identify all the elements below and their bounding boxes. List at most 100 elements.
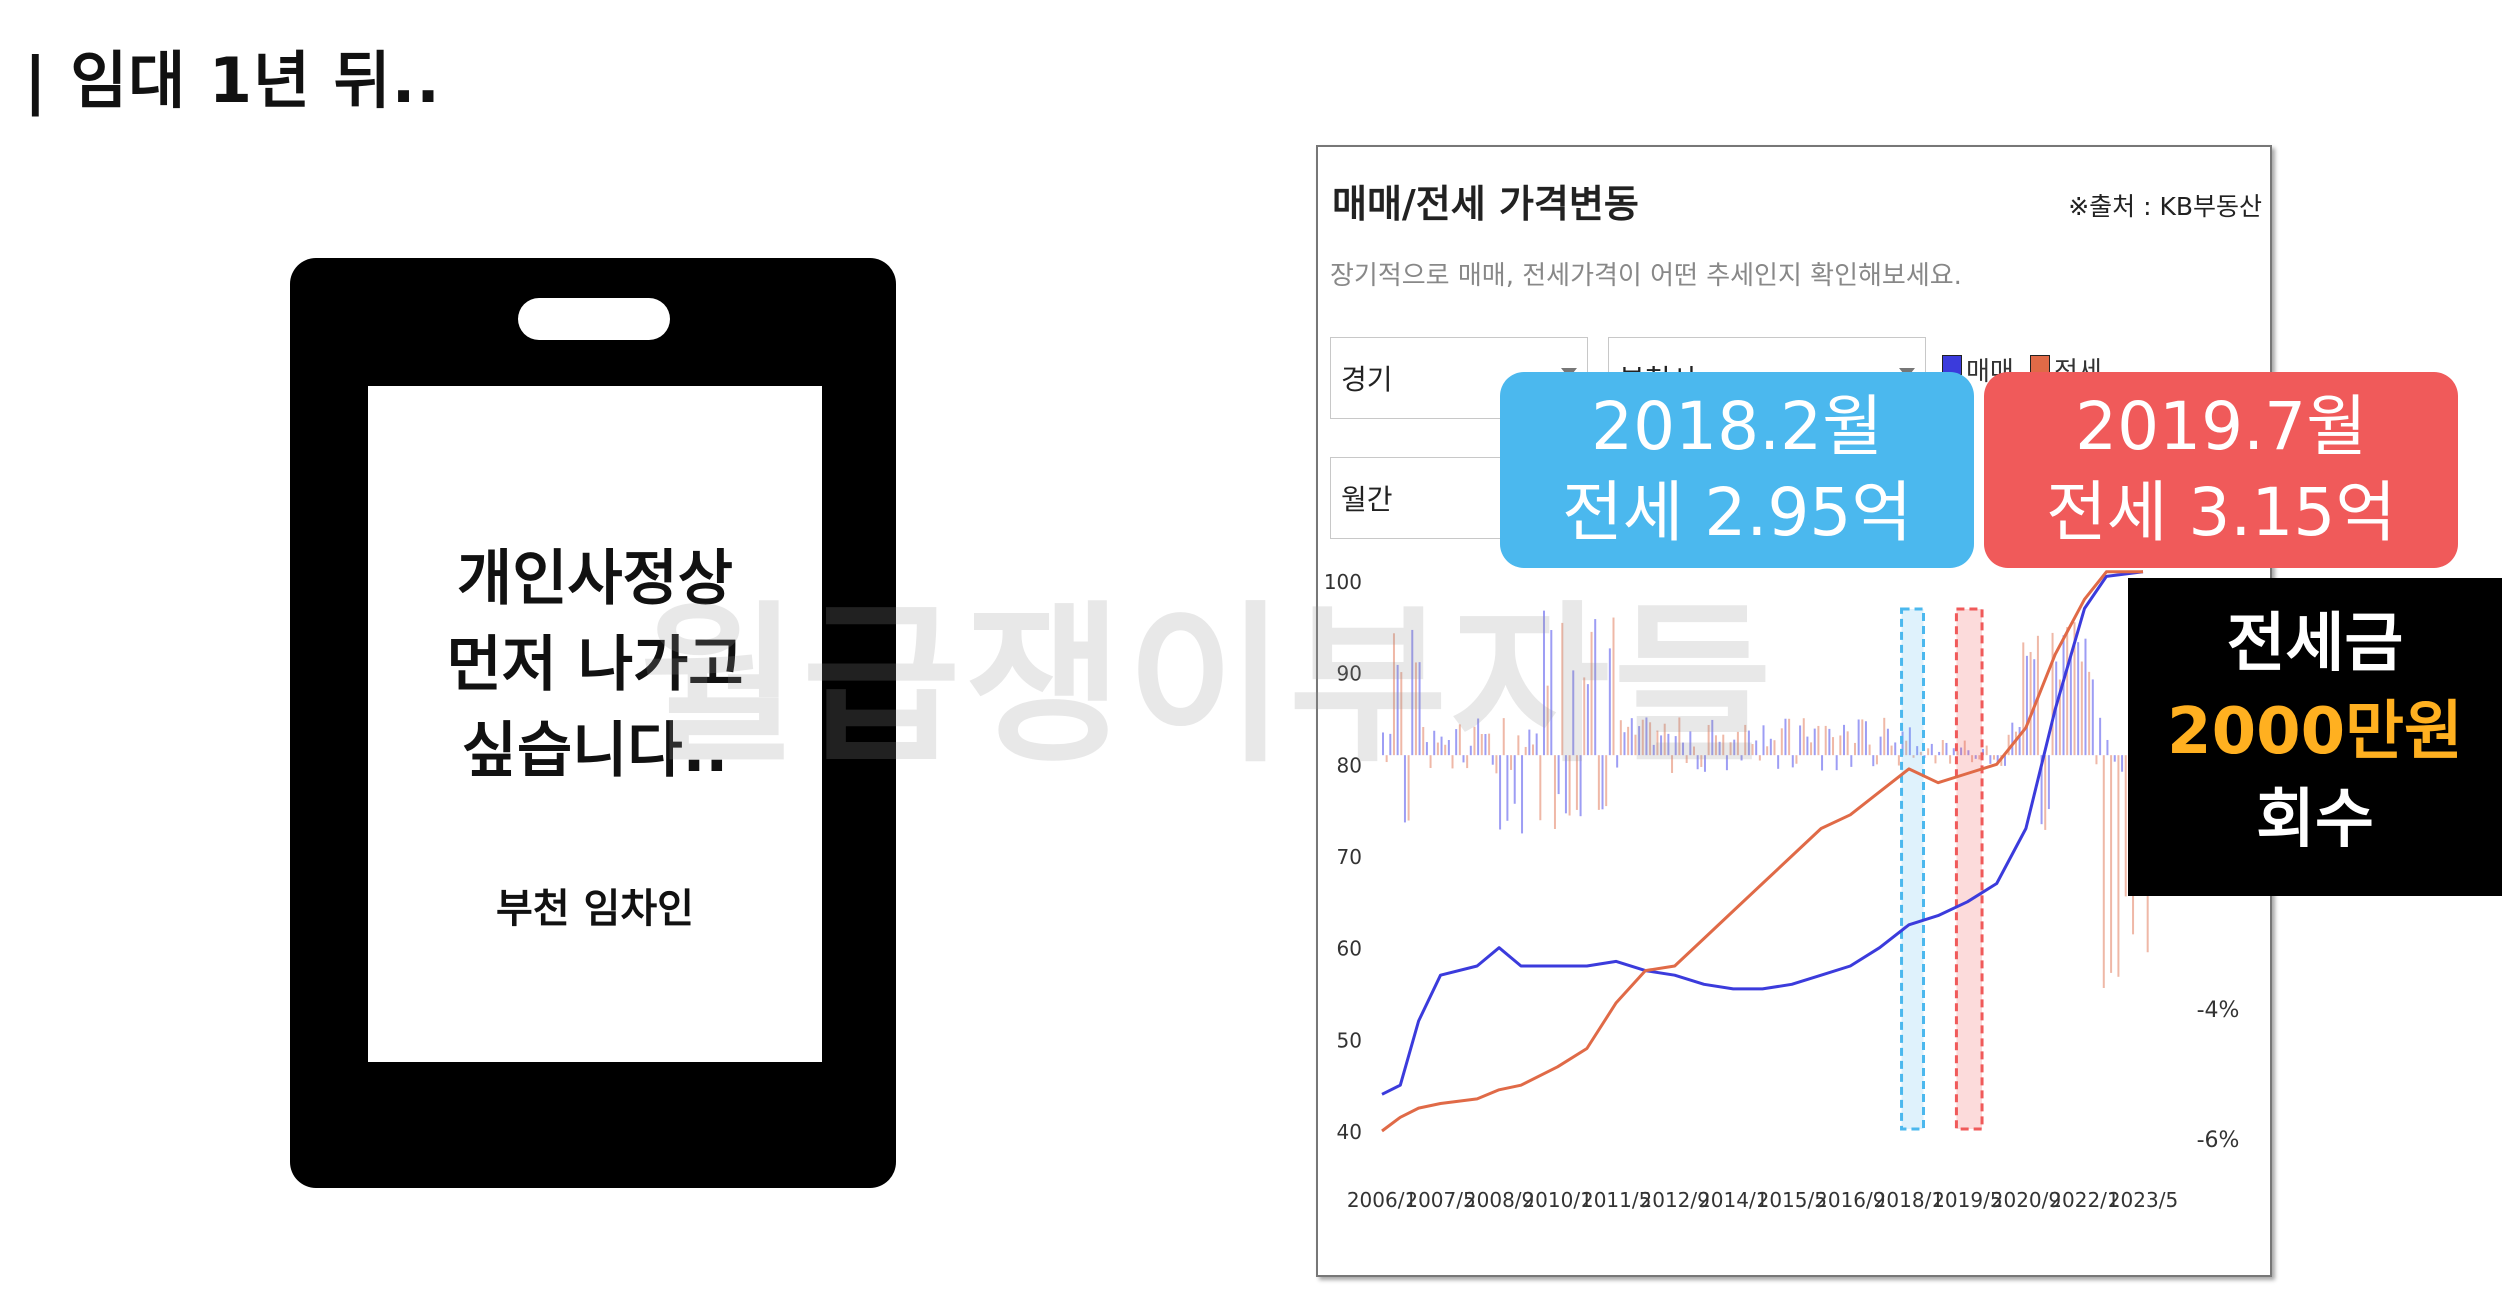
jeonse-change-bar — [1678, 717, 1681, 756]
sale-change-bar — [1762, 725, 1765, 756]
sale-change-bar — [1674, 736, 1677, 756]
sale-change-bar — [1945, 742, 1948, 756]
y-tick-label: 40 — [1337, 1120, 1362, 1144]
jeonse-change-bar — [1539, 755, 1542, 821]
sale-change-bar — [1557, 755, 1560, 795]
sale-change-bar — [1733, 739, 1736, 756]
jeonse-change-bar — [1956, 751, 1959, 756]
sale-change-bar — [1396, 664, 1399, 756]
jeonse-change-bar — [1597, 755, 1600, 810]
x-tick-label: 2011/5 — [1581, 1188, 1651, 1212]
sale-change-bar — [1791, 755, 1794, 768]
sale-change-bar — [2121, 755, 2124, 772]
highlight-2018 — [1900, 607, 1925, 1131]
jeonse-change-bar — [1919, 751, 1922, 756]
callout-2019: 2019.7월 전세 3.15억 — [1984, 372, 2458, 568]
jeonse-price-line — [1381, 570, 2143, 1133]
sale-change-bar — [2011, 722, 2014, 756]
sale-change-bar — [1623, 732, 1626, 756]
sale-change-bar — [1499, 755, 1502, 830]
jeonse-change-bar — [1400, 672, 1403, 756]
y-right-tick-label: -6% — [2197, 1128, 2240, 1153]
jeonse-change-bar — [1700, 755, 1703, 767]
sale-change-bar — [1440, 736, 1443, 756]
sale-change-bar — [1608, 648, 1611, 756]
jeonse-change-bar — [1927, 748, 1930, 756]
callout-2018-date: 2018.2월 — [1591, 388, 1883, 465]
jeonse-change-bar — [1963, 740, 1966, 756]
jeonse-change-bar — [2029, 651, 2032, 756]
jeonse-change-bar — [1692, 746, 1695, 756]
callout-2018-price: 전세 2.95억 — [1561, 474, 1913, 551]
jeonse-change-bar — [2007, 734, 2010, 756]
sale-change-bar — [1455, 729, 1458, 756]
jeonse-change-bar — [1561, 622, 1564, 756]
jeonse-change-bar — [1985, 745, 1988, 756]
sale-change-bar — [1996, 755, 1999, 763]
jeonse-change-bar — [1832, 737, 1835, 756]
phone-author: 부천 임차인 — [496, 886, 694, 932]
jeonse-change-bar — [1868, 744, 1871, 756]
sale-change-bar — [1747, 730, 1750, 756]
sale-change-bar — [1769, 738, 1772, 756]
sale-change-bar — [1982, 748, 1985, 756]
jeonse-change-bar — [2117, 755, 2120, 977]
phone-illustration: 개인사정상 먼저 나가고 싶습니다.. 부천 임차인 — [290, 258, 896, 1188]
jeonse-change-bar — [1605, 755, 1608, 807]
jeonse-change-bar — [1634, 734, 1637, 756]
sale-change-bar — [1850, 755, 1853, 767]
sale-change-bar — [1425, 742, 1428, 756]
jeonse-change-bar — [1978, 755, 1981, 760]
jeonse-change-bar — [1714, 735, 1717, 756]
sale-change-bar — [1630, 718, 1633, 756]
sale-change-bar — [1447, 740, 1450, 756]
jeonse-change-bar — [1729, 742, 1732, 756]
sale-change-bar — [1572, 670, 1575, 756]
sale-change-bar — [1703, 755, 1706, 772]
jeonse-change-bar — [1502, 718, 1505, 756]
page-heading: | 임대 1년 뒤.. — [24, 44, 441, 117]
sale-change-bar — [2018, 727, 2021, 756]
phone-screen: 개인사정상 먼저 나가고 싶습니다.. 부천 임차인 — [368, 386, 822, 1062]
sale-change-bar — [1989, 755, 1992, 764]
x-tick-label: 2008/9 — [1464, 1188, 1534, 1212]
jeonse-change-bar — [1810, 742, 1813, 756]
sale-change-bar — [1594, 619, 1597, 756]
sale-change-bar — [1638, 726, 1641, 756]
sale-change-bar — [2077, 642, 2080, 756]
sale-change-bar — [1433, 730, 1436, 756]
jeonse-change-bar — [2110, 755, 2113, 973]
period-select-value: 월간 — [1341, 483, 1393, 516]
panel-subtitle: 장기적으로 매매, 전세가격이 어떤 추세인지 확인해보세요. — [1330, 261, 1962, 291]
sale-change-bar — [2106, 739, 2109, 756]
sale-change-bar — [1821, 755, 1824, 771]
jeonse-change-bar — [1575, 755, 1578, 810]
sale-price-line — [1381, 570, 2144, 1096]
jeonse-change-bar — [1802, 718, 1805, 756]
jeonse-change-bar — [2051, 632, 2054, 756]
y-tick-label: 100 — [1324, 570, 1362, 594]
jeonse-change-bar — [1641, 719, 1644, 756]
jeonse-change-bar — [1773, 740, 1776, 756]
sale-change-bar — [1974, 755, 1977, 759]
jeonse-change-bar — [1890, 745, 1893, 756]
sale-change-bar — [2084, 638, 2087, 756]
sale-change-bar — [2069, 653, 2072, 756]
watermark: 월급쟁이부자들 — [640, 585, 1776, 786]
sale-change-bar — [2113, 755, 2116, 762]
sale-change-bar — [1667, 733, 1670, 756]
phone-speaker — [518, 298, 670, 340]
jeonse-change-bar — [1839, 735, 1842, 756]
jeonse-change-bar — [1385, 755, 1388, 763]
sale-change-bar — [2062, 635, 2065, 756]
x-tick-label: 2023/5 — [2108, 1188, 2178, 1212]
jeonse-change-bar — [1627, 726, 1630, 756]
x-tick-label: 2018/1 — [1874, 1188, 1944, 1212]
sale-change-bar — [1908, 727, 1911, 756]
x-tick-label: 2006/1 — [1347, 1188, 1417, 1212]
callout-2018: 2018.2월 전세 2.95억 — [1500, 372, 1974, 568]
sale-change-bar — [1462, 755, 1465, 763]
sale-change-bar — [1382, 732, 1384, 756]
sale-change-bar — [1835, 755, 1838, 771]
jeonse-change-bar — [1744, 724, 1747, 756]
